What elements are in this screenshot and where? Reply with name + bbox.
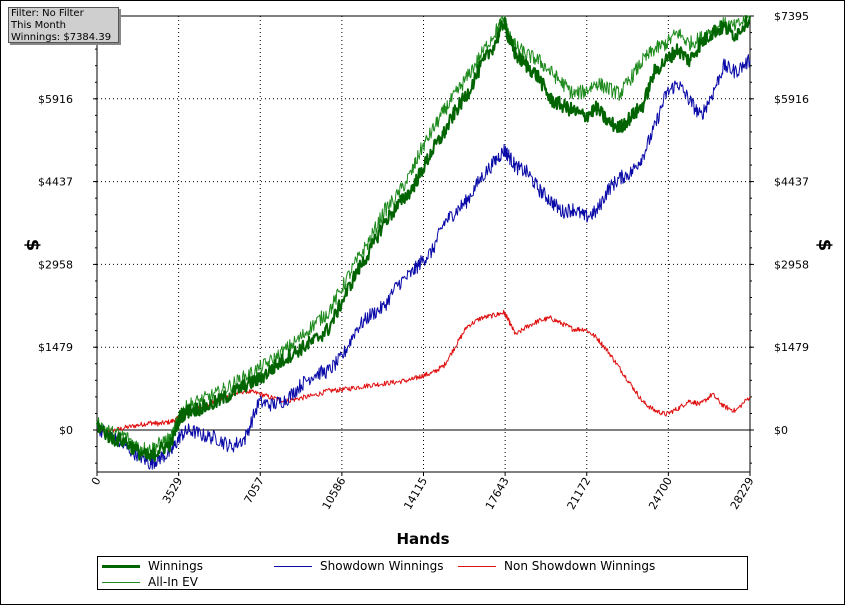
x-tick-label: 28229	[728, 475, 757, 512]
x-tick-label: 7057	[242, 475, 267, 506]
legend-swatch	[102, 564, 140, 568]
y-tick-label-right: $7395	[774, 10, 809, 23]
y-axis-title-left: $	[22, 239, 43, 252]
y-tick-label-left: $0	[59, 424, 73, 437]
period-label: This Month	[11, 20, 66, 31]
x-axis: 0 3529 7057 10586 14115 17643 21172 24700 28229	[89, 472, 757, 512]
series-line-winnings	[96, 15, 751, 462]
legend-label: Non Showdown Winnings	[504, 559, 656, 573]
legend-label: Showdown Winnings	[320, 559, 444, 573]
series-lines	[96, 15, 751, 470]
y-tick-label-right: $2958	[774, 258, 809, 271]
legend-label: All-In EV	[148, 575, 198, 589]
x-tick-label: 14115	[401, 475, 430, 512]
series-line-all-in-ev	[96, 15, 751, 456]
y-tick-label-right: $4437	[774, 176, 809, 189]
legend-label: Winnings	[148, 559, 203, 573]
legend-item-all-in-ev: All-In EV	[102, 574, 198, 590]
filter-info-box: Filter: No Filter This Month Winnings: $…	[8, 7, 119, 43]
y-tick-label-right: $5916	[774, 93, 809, 106]
x-axis-title: Hands	[396, 530, 449, 548]
y-tick-label-right: $1479	[774, 341, 809, 354]
legend-item-non-showdown-winnings: Non Showdown Winnings	[458, 558, 655, 574]
y-axis-right: $0 $1479 $2958 $4437 $5916 $7395	[750, 10, 809, 464]
y-tick-label-left: $5916	[38, 93, 73, 106]
x-tick-label: 24700	[646, 475, 675, 512]
y-tick-label-left: $4437	[38, 176, 73, 189]
legend-item-showdown-winnings: Showdown Winnings	[274, 558, 444, 574]
legend-swatch	[458, 565, 496, 567]
legend: Winnings All-In EV Showdown Winnings Non…	[97, 556, 748, 590]
y-axis-left: $0$1479$2958$4437$5916$7395	[38, 10, 97, 464]
legend-swatch	[274, 565, 312, 567]
x-tick-label: 21172	[565, 475, 594, 512]
x-tick-label: 0	[89, 475, 104, 488]
x-tick-label: 10586	[320, 475, 349, 512]
y-tick-label-left: $1479	[38, 341, 73, 354]
y-axis-title-right: $	[814, 239, 835, 252]
legend-swatch	[102, 581, 140, 583]
x-tick-label: 3529	[160, 475, 185, 506]
winnings-label: Winnings: $7384.39	[11, 32, 112, 43]
filter-label: Filter: No Filter	[11, 8, 84, 19]
y-tick-label-left: $2958	[38, 258, 73, 271]
legend-item-winnings: Winnings	[102, 558, 203, 574]
y-tick-label-right: $0	[774, 424, 788, 437]
series-line-showdown-winnings	[96, 54, 751, 470]
x-tick-label: 17643	[483, 475, 512, 512]
